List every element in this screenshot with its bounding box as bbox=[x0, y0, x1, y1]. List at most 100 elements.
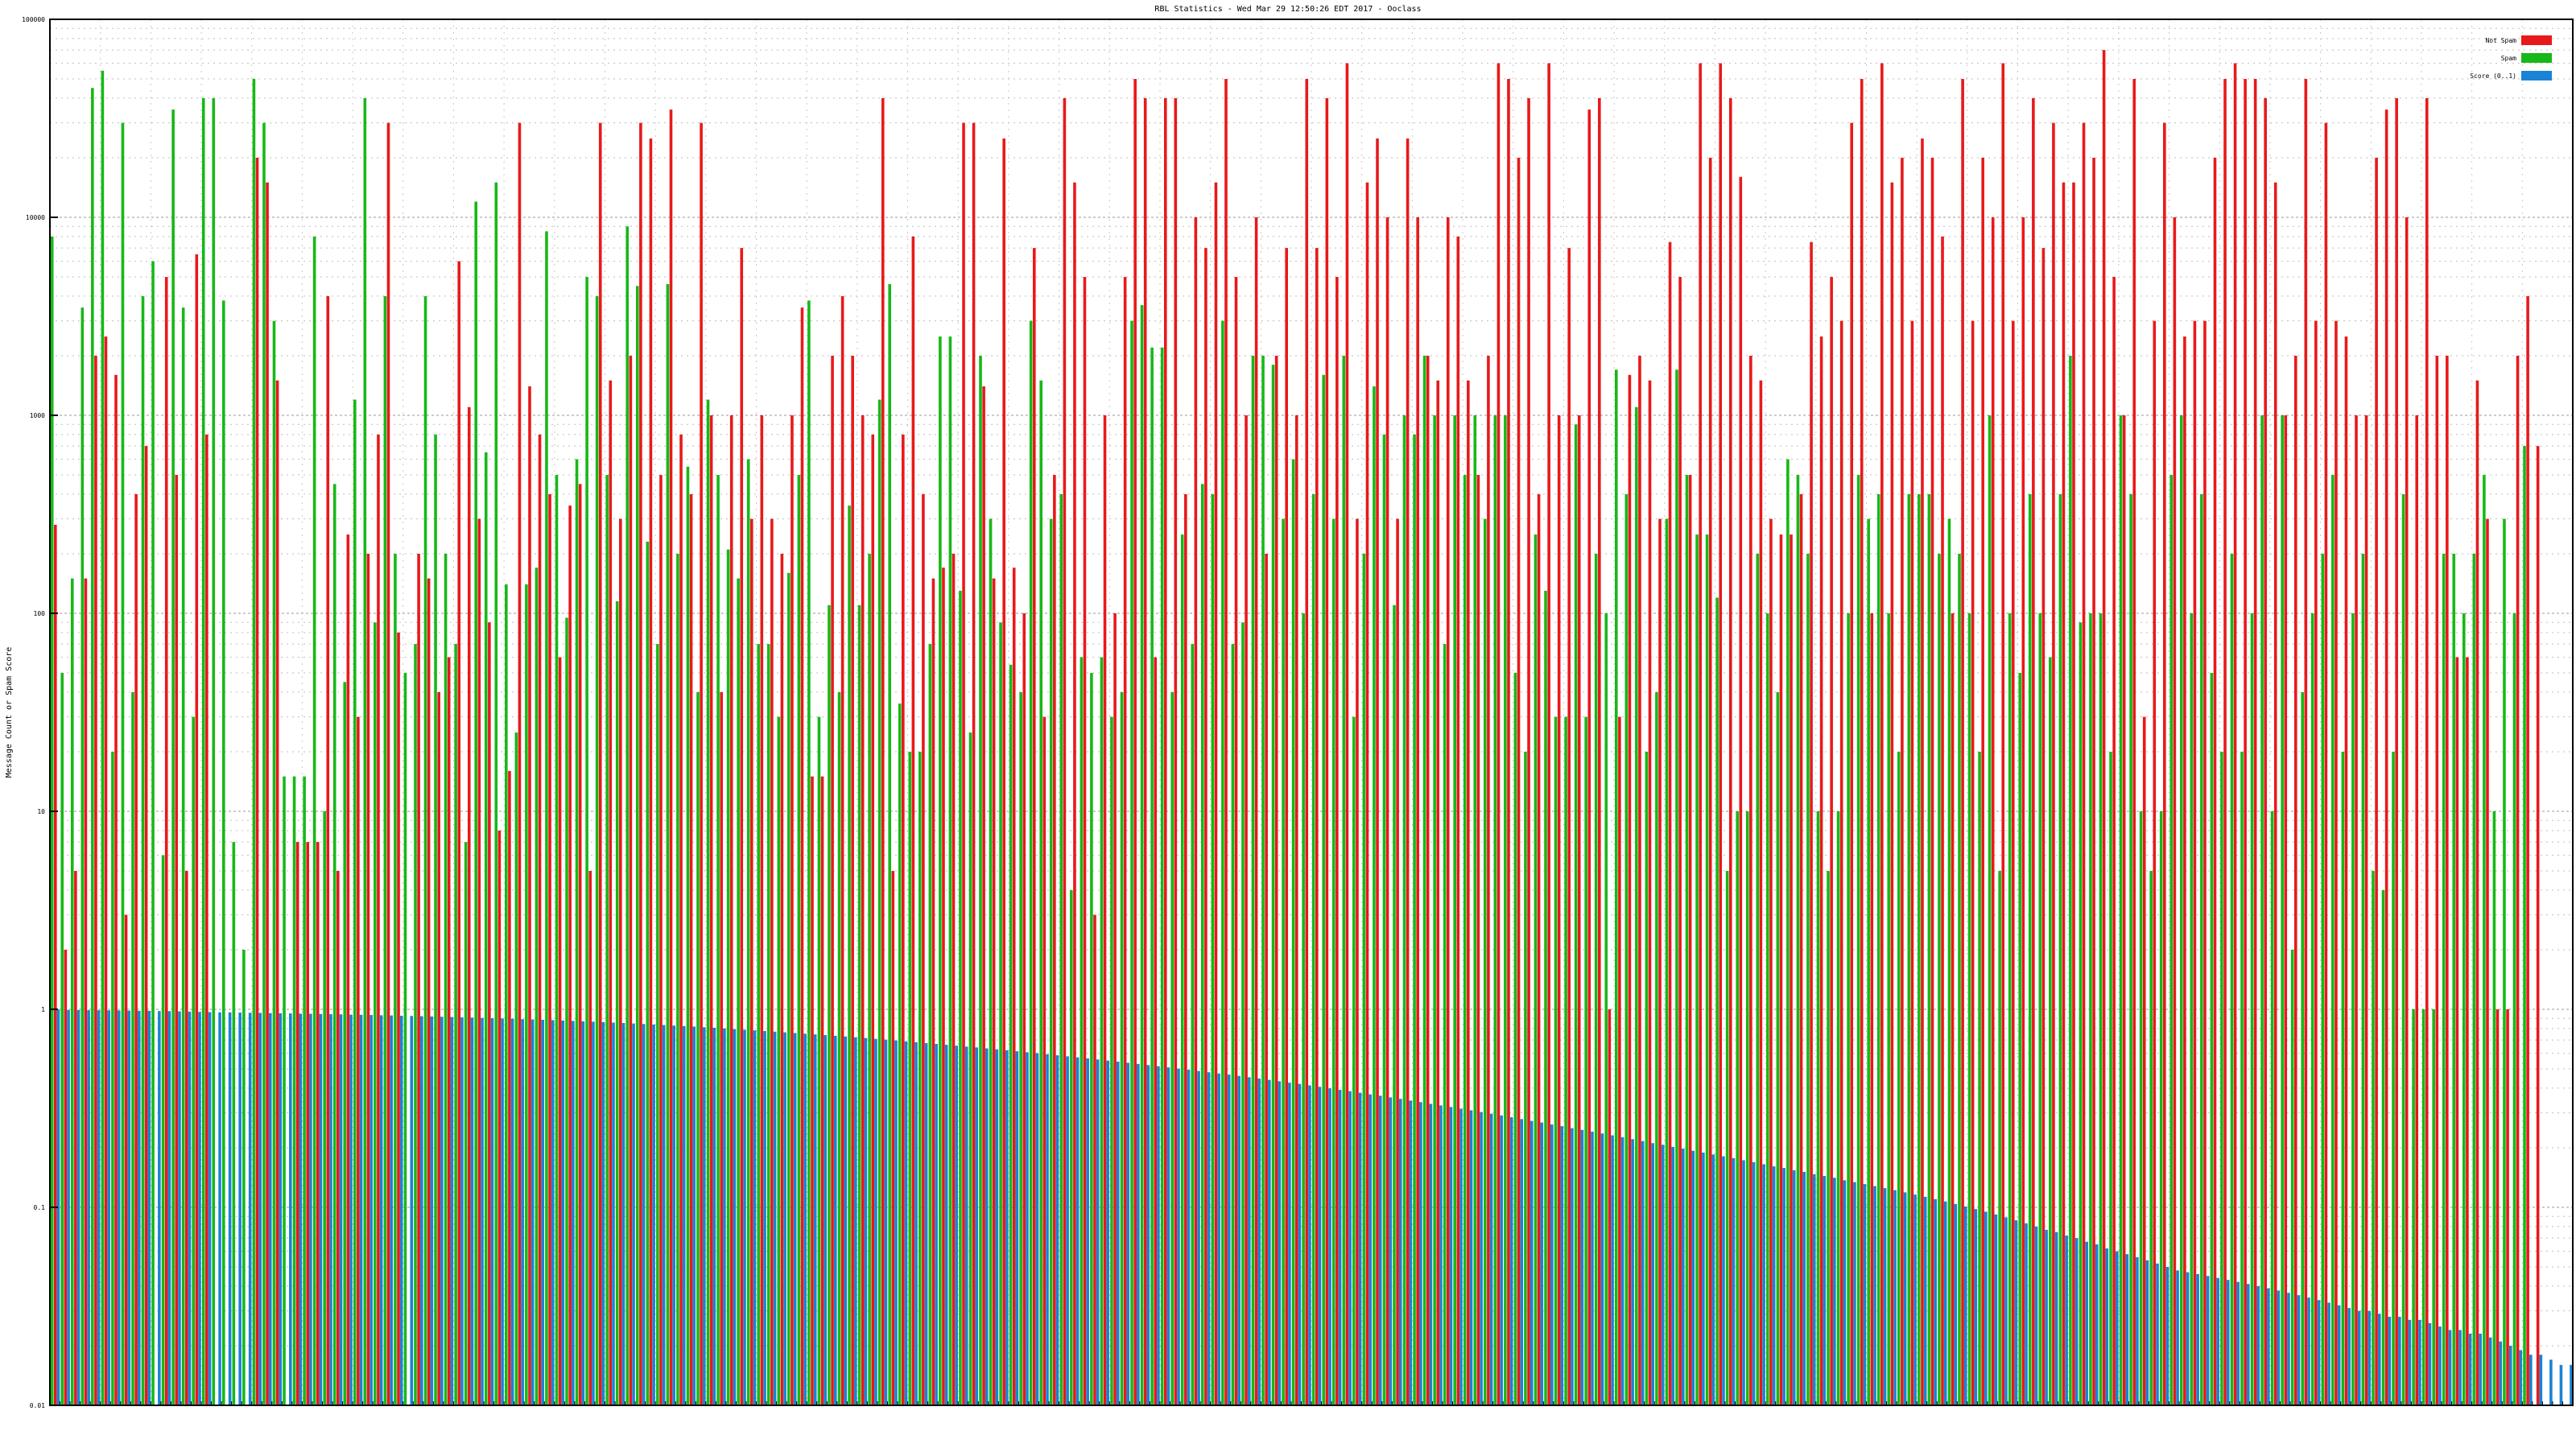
bar-not-spam bbox=[770, 518, 774, 1405]
bar-spam bbox=[121, 122, 125, 1405]
bar-score bbox=[1116, 1062, 1120, 1405]
bar-score bbox=[167, 1011, 171, 1405]
bar-score bbox=[1571, 1128, 1574, 1405]
bar-score bbox=[2428, 1322, 2432, 1405]
bar-not-spam bbox=[2496, 1009, 2500, 1405]
bar-not-spam bbox=[1557, 415, 1561, 1405]
bar-not-spam bbox=[2264, 97, 2267, 1405]
bar-spam bbox=[2250, 613, 2254, 1405]
bar-not-spam bbox=[1436, 380, 1440, 1406]
bar-score bbox=[833, 1035, 837, 1405]
bar-spam bbox=[1816, 811, 1820, 1405]
bar-not-spam bbox=[457, 261, 461, 1405]
bar-spam bbox=[1584, 716, 1587, 1405]
bar-spam bbox=[716, 475, 720, 1405]
bar-spam bbox=[1544, 590, 1547, 1405]
bar-score bbox=[208, 1012, 212, 1405]
bar-not-spam bbox=[295, 842, 299, 1405]
bar-score bbox=[2176, 1270, 2179, 1405]
bar-score bbox=[1086, 1058, 1089, 1405]
bar-spam bbox=[2523, 446, 2526, 1405]
axis-layer: 0.01 0.1 1 10 100 1000 10000 100000 bbox=[22, 16, 2574, 1409]
bar-not-spam bbox=[700, 122, 703, 1405]
bar-score bbox=[420, 1016, 423, 1405]
bar-spam bbox=[141, 295, 145, 1405]
bar-spam bbox=[353, 399, 357, 1405]
bar-not-spam bbox=[639, 122, 642, 1405]
bar-spam bbox=[1029, 320, 1033, 1405]
bar-spam bbox=[1493, 415, 1497, 1405]
bar-score bbox=[218, 1012, 221, 1405]
bar-spam bbox=[171, 109, 175, 1405]
bar-score bbox=[117, 1010, 121, 1405]
bar-spam bbox=[1382, 434, 1386, 1405]
bar-spam bbox=[746, 459, 750, 1405]
bar-score bbox=[440, 1017, 444, 1405]
bar-score bbox=[2277, 1290, 2281, 1405]
bar-spam bbox=[1907, 493, 1911, 1405]
bar-score bbox=[2256, 1285, 2260, 1405]
bar-spam bbox=[1947, 518, 1951, 1405]
bar-score bbox=[793, 1033, 797, 1405]
bar-spam bbox=[999, 622, 1002, 1405]
bar-score bbox=[2327, 1302, 2330, 1405]
bar-spam bbox=[666, 283, 670, 1406]
bar-spam bbox=[1090, 673, 1093, 1405]
legend: Not Spam Spam Score (0..1) bbox=[2470, 35, 2552, 80]
bar-not-spam bbox=[477, 518, 481, 1405]
bar-score bbox=[581, 1021, 585, 1405]
bar-score bbox=[995, 1049, 999, 1405]
bar-score bbox=[2136, 1256, 2139, 1405]
bar-not-spam bbox=[2183, 336, 2186, 1405]
bar-score bbox=[279, 1013, 283, 1405]
bar-score bbox=[258, 1013, 262, 1405]
bar-score bbox=[1439, 1105, 1443, 1405]
bar-spam bbox=[2200, 493, 2203, 1405]
bar-score bbox=[2468, 1334, 2472, 1405]
bar-spam bbox=[1958, 553, 1961, 1406]
bar-score bbox=[2357, 1310, 2361, 1405]
bar-not-spam bbox=[2435, 355, 2439, 1406]
bar-score bbox=[632, 1023, 635, 1405]
bar-not-spam bbox=[2486, 518, 2489, 1405]
bar-score bbox=[1782, 1168, 1785, 1405]
bar-spam bbox=[919, 751, 922, 1405]
bar-not-spam bbox=[1476, 475, 1480, 1405]
bar-not-spam bbox=[1416, 217, 1419, 1405]
bar-not-spam bbox=[2446, 355, 2449, 1406]
bar-not-spam bbox=[2244, 79, 2247, 1405]
bar-not-spam bbox=[1850, 122, 1854, 1405]
bar-spam bbox=[595, 295, 599, 1405]
bar-not-spam bbox=[326, 295, 330, 1405]
bar-spam bbox=[635, 286, 639, 1405]
bar-not-spam bbox=[2062, 182, 2066, 1406]
bar-score bbox=[723, 1028, 726, 1405]
bar-score bbox=[2570, 1364, 2573, 1405]
bar-score bbox=[1954, 1203, 1958, 1405]
bar-score bbox=[1005, 1050, 1009, 1405]
bar-score bbox=[1348, 1091, 1352, 1405]
bar-not-spam bbox=[175, 475, 179, 1405]
bar-score bbox=[1075, 1057, 1080, 1405]
bar-spam bbox=[151, 261, 155, 1405]
bar-not-spam bbox=[366, 553, 370, 1406]
bar-spam bbox=[868, 553, 871, 1406]
bar-not-spam bbox=[1204, 248, 1208, 1405]
bar-score bbox=[1046, 1054, 1049, 1405]
bar-score bbox=[521, 1019, 524, 1405]
bar-spam bbox=[1867, 518, 1870, 1405]
bar-score bbox=[924, 1042, 928, 1405]
bar-score bbox=[1591, 1132, 1594, 1405]
bar-score bbox=[2025, 1223, 2028, 1405]
bar-spam bbox=[1614, 369, 1618, 1405]
bar-not-spam bbox=[336, 871, 340, 1405]
y-tick-label: 0.01 bbox=[30, 1402, 45, 1409]
bar-spam bbox=[656, 644, 659, 1405]
bar-not-spam bbox=[820, 776, 824, 1405]
bar-not-spam bbox=[740, 248, 744, 1405]
bar-score bbox=[188, 1011, 192, 1405]
bar-spam bbox=[1039, 380, 1043, 1406]
bar-spam bbox=[70, 578, 74, 1406]
bar-score bbox=[1984, 1211, 1988, 1405]
bar-spam bbox=[1938, 553, 1941, 1406]
